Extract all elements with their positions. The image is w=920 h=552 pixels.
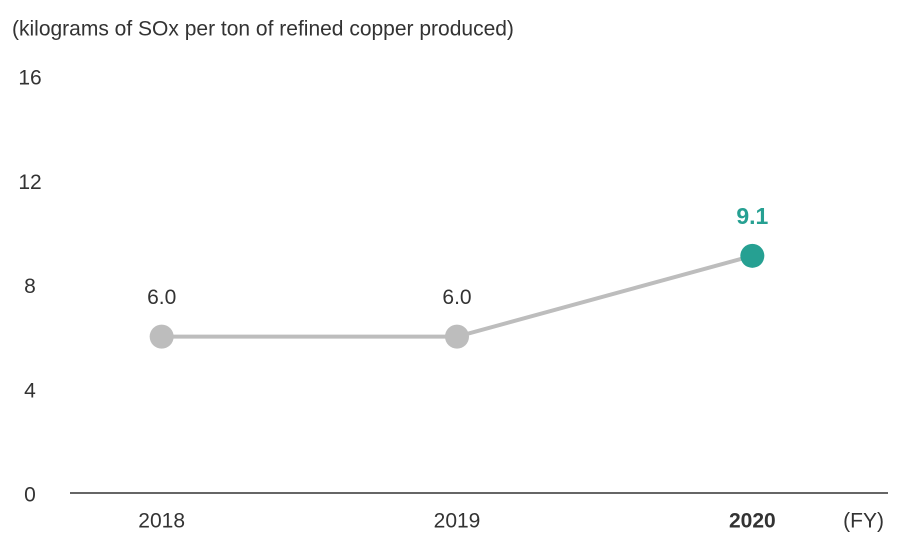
y-tick-label: 4 [24,379,36,402]
x-tick-label: 2018 [138,510,185,533]
point [740,243,765,268]
x-axis-label: (FY) [843,510,884,533]
y-tick-label: 0 [24,484,36,507]
x-tick-label: 2020 [729,510,776,533]
point [445,324,469,349]
y-tick-label: 12 [18,171,41,194]
y-axis-label: (kilograms of SOx per ton of refined cop… [12,18,514,41]
x-tick-label: 2019 [434,510,481,533]
y-tick-label: 8 [24,275,36,298]
value-label: 6.0 [442,286,471,309]
y-tick-label: 16 [18,67,41,90]
value-label: 6.0 [147,286,176,309]
point [149,324,174,349]
value-label: 9.1 [736,203,768,229]
